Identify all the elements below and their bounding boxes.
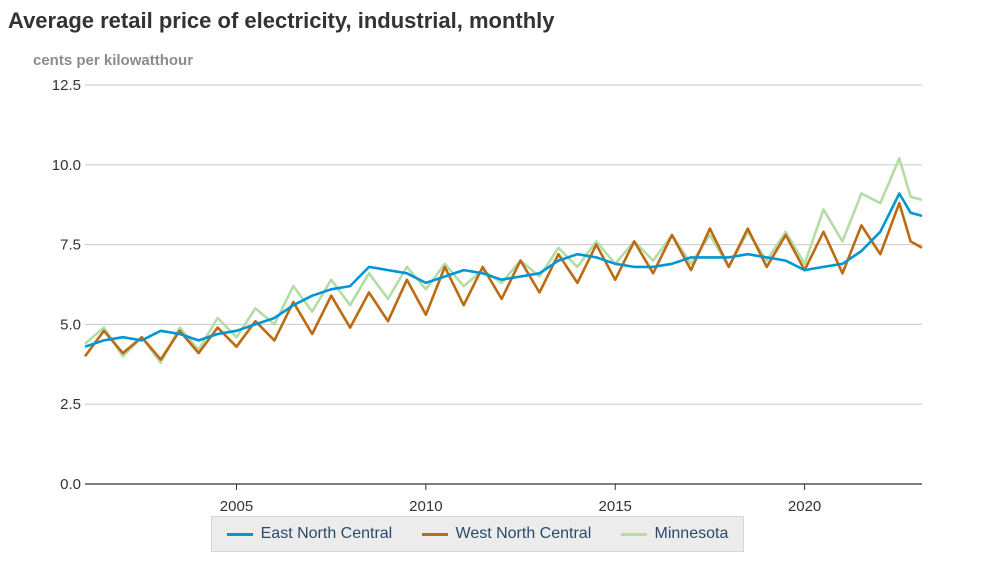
y-tick-label: 0.0 [60, 476, 81, 493]
legend-swatch-minnesota [620, 532, 647, 536]
series-lines [83, 157, 923, 365]
legend-swatch-west-north-central [421, 532, 448, 536]
legend-swatch-east-north-central [226, 532, 253, 536]
legend-item-east-north-central[interactable]: East North Central [226, 525, 393, 543]
y-tick-label: 12.5 [52, 77, 81, 94]
legend-item-minnesota[interactable]: Minnesota [620, 525, 729, 543]
y-tick-label: 2.5 [60, 396, 81, 413]
line-chart: 0.0 2.5 5.0 7.5 10.0 12.5 2005 2010 2015 2020 [52, 77, 923, 515]
legend-label-east-north-central: East North Central [260, 525, 393, 542]
axes: 0.0 2.5 5.0 7.5 10.0 12.5 2005 2010 2015 2020 [52, 77, 922, 515]
y-axis-unit-label: cents per kilowatthour [33, 52, 194, 69]
legend-item-west-north-central[interactable]: West North Central [421, 525, 592, 543]
series-line-west-north-central[interactable] [83, 201, 923, 361]
y-tick-label: 10.0 [52, 157, 81, 174]
legend-label-west-north-central: West North Central [455, 525, 592, 542]
series-line-east-north-central[interactable] [84, 192, 923, 348]
x-tick-label: 2015 [599, 498, 632, 515]
y-tick-label: 5.0 [60, 316, 81, 333]
x-tick-label: 2005 [220, 498, 253, 515]
gridlines [85, 84, 922, 485]
x-tick-label: 2020 [788, 498, 821, 515]
y-tick-label: 7.5 [60, 237, 81, 254]
x-tick-label: 2010 [409, 498, 442, 515]
series-line-minnesota[interactable] [84, 157, 923, 365]
legend-label-minnesota: Minnesota [654, 525, 729, 542]
chart-title: Average retail price of electricity, ind… [8, 8, 555, 33]
legend: East North Central West North Central Mi… [211, 516, 744, 552]
